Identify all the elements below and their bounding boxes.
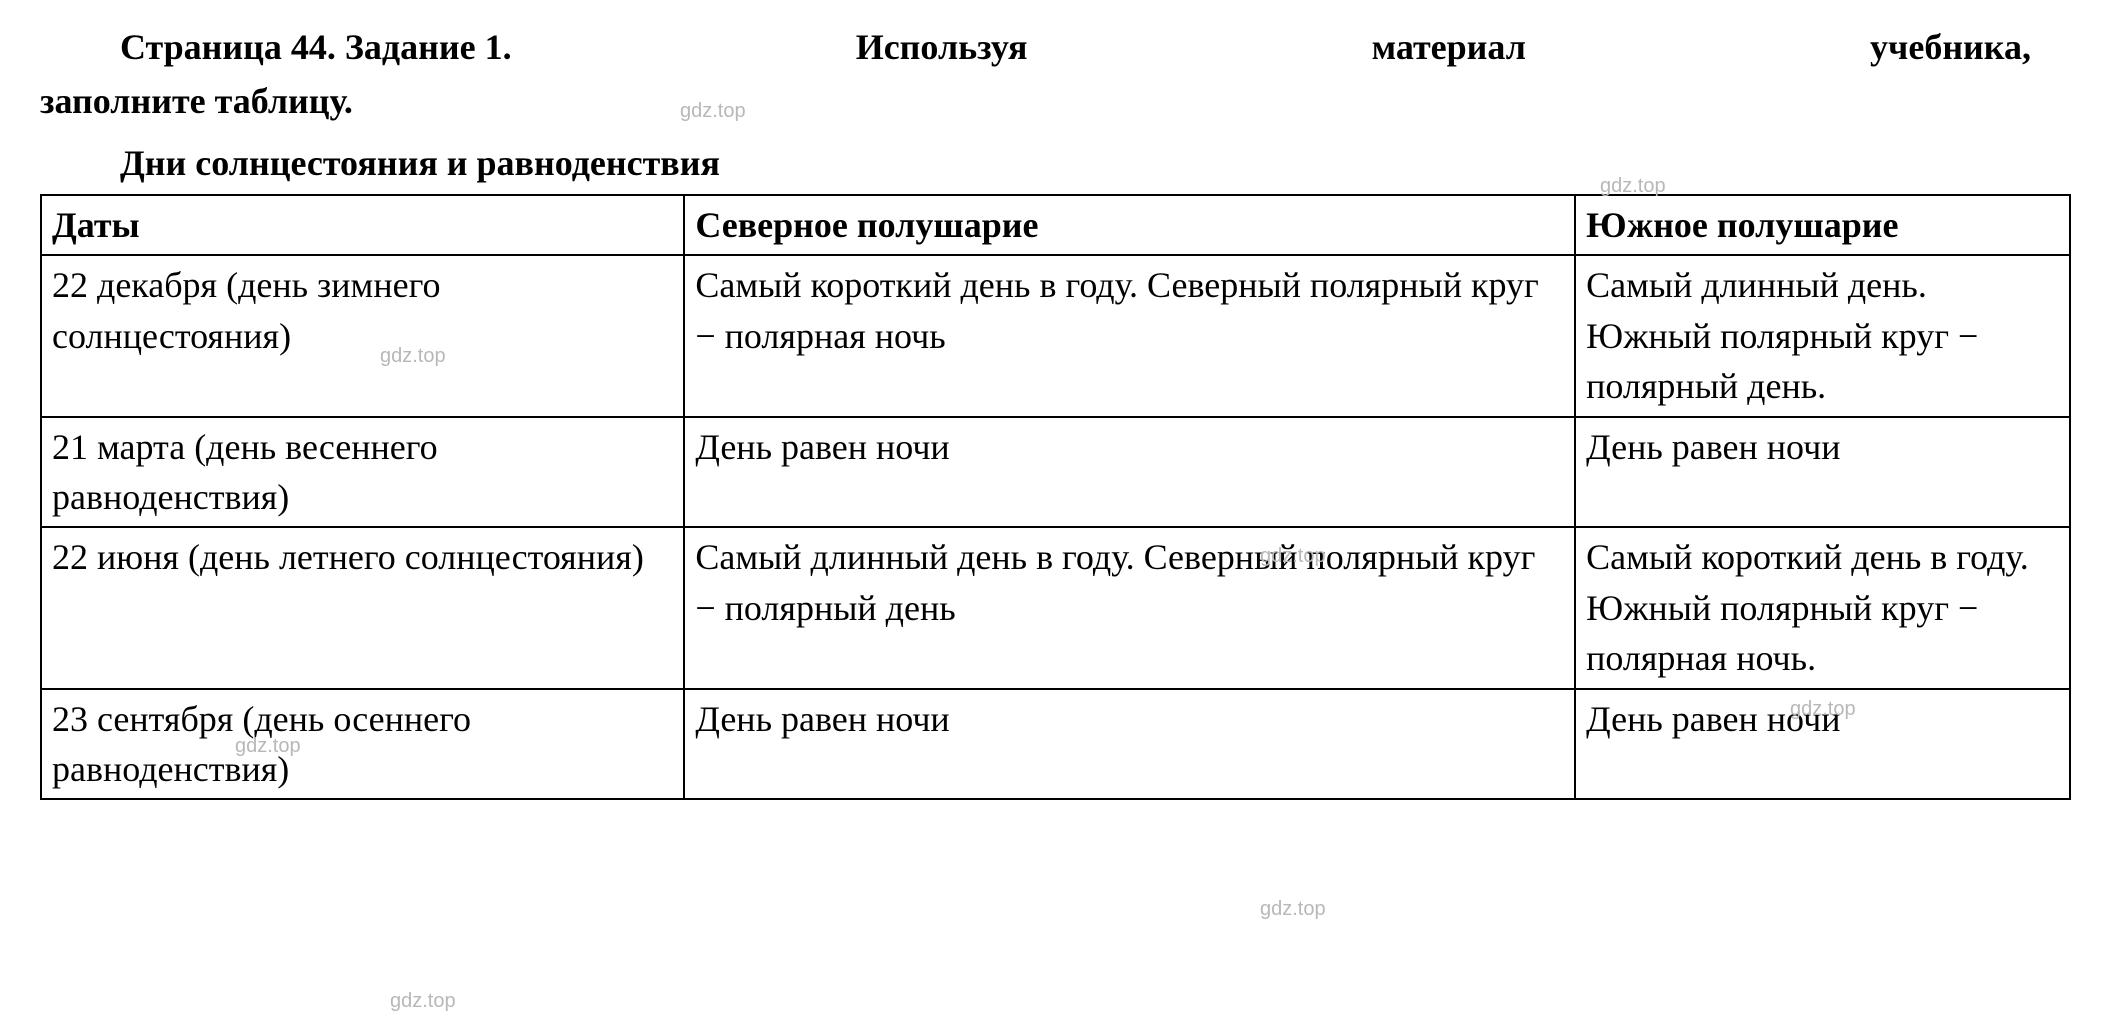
cell-date: 23 сентября (день осеннего равноденствия… [41, 689, 684, 800]
header-line1: Страница 44. Задание 1. Используя матери… [40, 20, 2071, 74]
cell-south: Самый длинный день. Южный полярный круг … [1575, 255, 2070, 416]
header-date: Даты [41, 195, 684, 255]
watermark: gdz.top [1260, 898, 1326, 921]
cell-south: День равен ночи [1575, 417, 2070, 528]
cell-date: 21 марта (день весеннего равноденствия) [41, 417, 684, 528]
header-north: Северное полушарие [684, 195, 1575, 255]
solstice-equinox-table: Даты Северное полушарие Южное полушарие … [40, 194, 2071, 800]
header-south: Южное полушарие [1575, 195, 2070, 255]
table-row: 22 июня (день летнего солнцестояния) Сам… [41, 527, 2070, 688]
header-part4: учебника, [1870, 20, 2031, 74]
header-part2: Используя [856, 20, 1028, 74]
table-row: 23 сентября (день осеннего равноденствия… [41, 689, 2070, 800]
document-container: gdz.top gdz.top gdz.top gdz.top gdz.top … [40, 20, 2071, 800]
header-part1: Страница 44. Задание 1. [120, 20, 512, 74]
cell-south: Самый короткий день в году. Южный полярн… [1575, 527, 2070, 688]
table-row: 21 марта (день весеннего равноденствия) … [41, 417, 2070, 528]
cell-south: День равен ночи [1575, 689, 2070, 800]
cell-date: 22 декабря (день зимнего солнцестояния) [41, 255, 684, 416]
table-subtitle: Дни солнцестояния и равноденствия [40, 136, 2071, 190]
cell-north: Самый длинный день в году. Северный поля… [684, 527, 1575, 688]
table-header-row: Даты Северное полушарие Южное полушарие [41, 195, 2070, 255]
table-row: 22 декабря (день зимнего солнцестояния) … [41, 255, 2070, 416]
cell-north: День равен ночи [684, 417, 1575, 528]
watermark: gdz.top [390, 990, 456, 1013]
header-part3: материал [1372, 20, 1526, 74]
cell-north: День равен ночи [684, 689, 1575, 800]
cell-date: 22 июня (день летнего солнцестояния) [41, 527, 684, 688]
cell-north: Самый короткий день в году. Северный пол… [684, 255, 1575, 416]
header-line2: заполните таблицу. [40, 74, 2071, 128]
